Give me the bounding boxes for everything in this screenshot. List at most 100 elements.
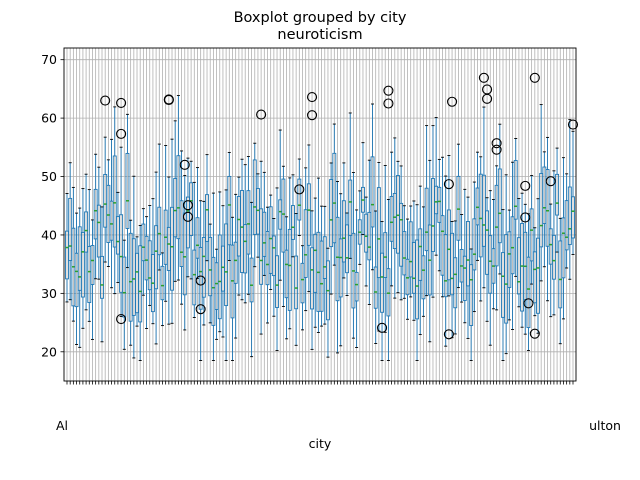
box-group bbox=[437, 158, 442, 272]
box-body bbox=[418, 228, 423, 281]
outlier-point bbox=[520, 180, 531, 191]
box-group bbox=[383, 165, 388, 333]
box-group bbox=[265, 206, 270, 324]
box-group bbox=[281, 165, 286, 307]
box-group bbox=[431, 125, 435, 298]
box-group bbox=[466, 196, 470, 339]
y-tick-label: 40 bbox=[41, 227, 57, 242]
box-group bbox=[488, 190, 493, 346]
box-group bbox=[119, 146, 124, 317]
box-body bbox=[322, 236, 327, 279]
box-body bbox=[287, 228, 292, 311]
box-body bbox=[466, 221, 470, 287]
box-body bbox=[472, 218, 477, 271]
outlier-point bbox=[443, 329, 454, 340]
box-body bbox=[80, 231, 85, 298]
outlier-point bbox=[256, 109, 267, 120]
outlier-point bbox=[195, 304, 206, 315]
box-group bbox=[249, 201, 254, 358]
outlier-point bbox=[182, 200, 193, 211]
box-group bbox=[90, 219, 95, 340]
box-body bbox=[195, 217, 200, 259]
box-group bbox=[322, 205, 327, 325]
box-group bbox=[561, 157, 566, 320]
box-body bbox=[154, 225, 159, 290]
box-body bbox=[112, 155, 117, 248]
box-group bbox=[205, 154, 209, 262]
box-body bbox=[90, 245, 95, 285]
box-body bbox=[456, 175, 461, 241]
box-body bbox=[551, 234, 556, 280]
box-body bbox=[529, 208, 534, 262]
box-group bbox=[338, 193, 343, 347]
box-group bbox=[313, 197, 318, 328]
outlier-point bbox=[100, 95, 111, 106]
box-group bbox=[555, 147, 560, 253]
box-group bbox=[192, 181, 197, 318]
box-group bbox=[122, 239, 127, 350]
box-body bbox=[246, 190, 251, 255]
box-body bbox=[281, 178, 286, 253]
box-body bbox=[138, 245, 143, 323]
outlier-point bbox=[195, 275, 206, 286]
box-group bbox=[345, 212, 350, 296]
outlier-point bbox=[443, 179, 454, 190]
box-body bbox=[469, 264, 474, 326]
box-body bbox=[297, 178, 302, 221]
outlier-points bbox=[100, 72, 579, 340]
box-body bbox=[338, 238, 343, 298]
box-group bbox=[459, 214, 464, 303]
outlier-point bbox=[482, 93, 493, 104]
outlier-point bbox=[523, 298, 534, 309]
y-tick-label: 20 bbox=[41, 344, 57, 359]
box-group bbox=[125, 113, 130, 269]
box-group bbox=[376, 162, 381, 332]
box-body bbox=[275, 255, 279, 308]
box-group bbox=[542, 151, 547, 268]
box-group bbox=[157, 143, 162, 271]
box-group bbox=[357, 190, 362, 265]
box-group bbox=[294, 213, 299, 346]
box-group bbox=[472, 181, 477, 313]
box-body bbox=[345, 224, 350, 274]
y-tick-label: 60 bbox=[41, 111, 57, 126]
box-group bbox=[224, 189, 229, 362]
outlier-point bbox=[491, 144, 502, 155]
outlier-point bbox=[478, 72, 489, 83]
box-group bbox=[348, 112, 353, 259]
outlier-point bbox=[529, 72, 540, 83]
box-group bbox=[233, 193, 238, 339]
outlier-point bbox=[567, 119, 579, 130]
box-group bbox=[154, 171, 159, 345]
box-group bbox=[284, 216, 289, 340]
box-group bbox=[402, 205, 407, 299]
box-group bbox=[246, 156, 251, 295]
box-body bbox=[571, 196, 575, 239]
box-group bbox=[418, 185, 423, 336]
box-body bbox=[545, 169, 550, 247]
outlier-point bbox=[182, 211, 193, 222]
box-group bbox=[529, 174, 534, 285]
box-group bbox=[513, 138, 518, 277]
box-body bbox=[294, 255, 299, 310]
box-group bbox=[367, 159, 372, 305]
box-group bbox=[259, 160, 264, 335]
box-group bbox=[100, 206, 104, 343]
box-body bbox=[306, 183, 311, 246]
box-body bbox=[233, 241, 238, 284]
y-tick-label: 70 bbox=[41, 52, 57, 67]
box-group bbox=[453, 220, 458, 335]
outlier-point bbox=[377, 322, 388, 333]
box-body bbox=[513, 160, 518, 220]
vertical-gridlines bbox=[66, 48, 574, 381]
box-group bbox=[96, 166, 101, 280]
box-group bbox=[297, 158, 302, 236]
box-body bbox=[380, 252, 385, 313]
box-body bbox=[386, 268, 391, 317]
outlier-point bbox=[116, 97, 127, 108]
box-group bbox=[434, 117, 439, 256]
box-body bbox=[192, 249, 197, 306]
box-group bbox=[160, 252, 165, 327]
box-group bbox=[462, 188, 467, 324]
